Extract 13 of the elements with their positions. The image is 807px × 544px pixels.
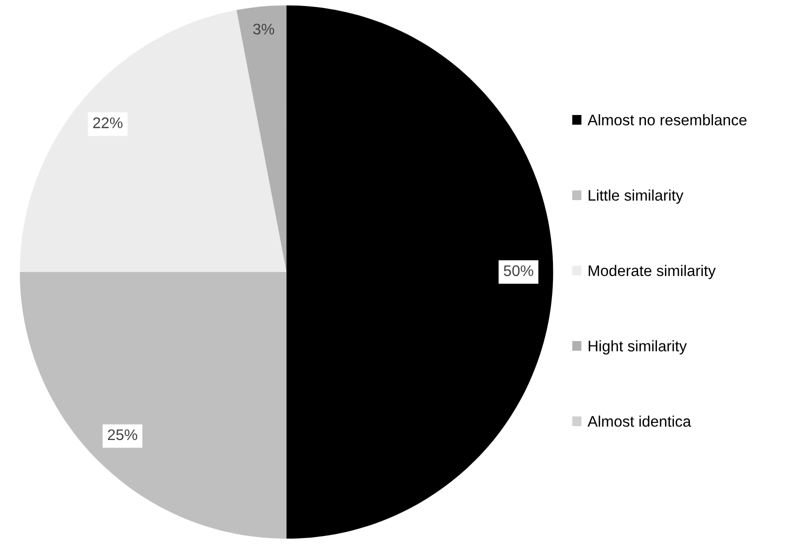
pie-slice [20,272,286,539]
legend-label: Almost no resemblance [588,114,746,126]
legend-label: Almost identica [588,416,692,427]
legend-label: Hight similarity [588,340,687,354]
pie-slice [20,10,286,272]
legend-label: Moderate similarity [588,264,716,280]
pie-slice [286,5,554,539]
legend-label: Little similarity [588,190,684,204]
pie-slice [236,5,286,272]
data-label: 22% [93,117,122,128]
data-label: 50% [504,265,534,276]
data-label: 25% [108,429,138,440]
data-label: 3% [253,24,274,35]
